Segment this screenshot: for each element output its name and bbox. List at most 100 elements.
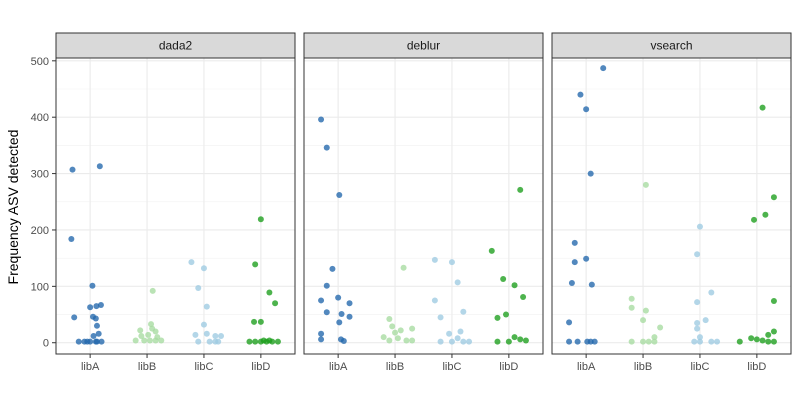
- data-point: [460, 338, 467, 345]
- data-point: [587, 170, 594, 177]
- data-point: [642, 307, 649, 314]
- data-point: [145, 331, 152, 338]
- y-tick-label: 300: [31, 169, 49, 181]
- data-point: [87, 304, 94, 311]
- data-point: [696, 334, 703, 341]
- data-point: [218, 332, 225, 339]
- data-point: [409, 325, 416, 332]
- data-point: [691, 338, 698, 345]
- data-point: [628, 295, 635, 302]
- data-point: [588, 281, 595, 288]
- data-point: [188, 259, 195, 266]
- y-tick-label: 200: [31, 225, 49, 237]
- data-point: [152, 328, 159, 335]
- y-tick-label: 0: [43, 338, 49, 350]
- y-tick-label: 400: [31, 112, 49, 124]
- data-point: [266, 289, 273, 296]
- data-point: [628, 304, 635, 311]
- data-point: [149, 287, 156, 294]
- data-point: [68, 235, 75, 242]
- data-point: [759, 104, 766, 111]
- data-point: [517, 186, 524, 193]
- data-point: [708, 289, 715, 296]
- data-point: [708, 338, 715, 345]
- data-point: [96, 163, 103, 170]
- data-point: [132, 337, 139, 344]
- data-point: [69, 166, 76, 173]
- data-point: [386, 337, 393, 344]
- x-tick-label: libB: [386, 361, 404, 373]
- data-point: [770, 338, 777, 345]
- data-point: [148, 321, 155, 328]
- data-point: [75, 338, 82, 345]
- data-point: [403, 337, 410, 344]
- data-point: [503, 311, 510, 318]
- data-point: [591, 338, 598, 345]
- data-point: [568, 279, 575, 286]
- x-tick-label: libC: [690, 361, 709, 373]
- data-point: [457, 328, 464, 335]
- x-tick-label: libD: [499, 361, 518, 373]
- data-point: [765, 331, 772, 338]
- panel-background: [552, 58, 791, 354]
- data-point: [203, 330, 210, 337]
- panel-border: [551, 57, 792, 355]
- panel-background: [304, 58, 543, 354]
- data-point: [651, 334, 658, 341]
- data-point: [460, 308, 467, 315]
- data-point: [252, 261, 259, 268]
- data-point: [318, 116, 325, 123]
- data-point: [336, 319, 343, 326]
- data-point: [257, 216, 264, 223]
- data-point: [454, 335, 461, 342]
- facet-strip-label: vsearch: [650, 39, 692, 53]
- data-point: [323, 144, 330, 151]
- data-point: [454, 279, 461, 286]
- data-point: [394, 335, 401, 342]
- data-point: [397, 327, 404, 334]
- data-point: [93, 322, 100, 329]
- data-point: [696, 338, 703, 345]
- data-point: [446, 330, 453, 337]
- data-point: [448, 259, 455, 266]
- data-point: [574, 338, 581, 345]
- data-point: [266, 337, 273, 344]
- data-point: [93, 338, 100, 345]
- data-point: [762, 211, 769, 218]
- data-point: [97, 301, 104, 308]
- data-point: [90, 332, 97, 339]
- data-point: [583, 255, 590, 262]
- data-point: [566, 338, 573, 345]
- data-point: [694, 319, 701, 326]
- data-point: [195, 285, 202, 292]
- data-point: [146, 337, 153, 344]
- data-point: [203, 303, 210, 310]
- data-point: [158, 337, 165, 344]
- data-point: [323, 309, 330, 316]
- data-point: [386, 316, 393, 323]
- facet-strip: [55, 32, 296, 59]
- data-point: [770, 194, 777, 201]
- data-point: [318, 336, 325, 343]
- data-point: [92, 315, 99, 322]
- data-point: [696, 223, 703, 230]
- data-point: [645, 338, 652, 345]
- data-point: [257, 318, 264, 325]
- facet-strip: [303, 32, 544, 59]
- data-point: [260, 337, 267, 344]
- data-point: [694, 325, 701, 332]
- data-point: [215, 338, 222, 345]
- data-point: [751, 216, 758, 223]
- data-point: [195, 338, 202, 345]
- data-point: [571, 259, 578, 266]
- data-point: [511, 334, 518, 341]
- data-point: [765, 338, 772, 345]
- data-point: [600, 65, 607, 72]
- data-point: [98, 338, 105, 345]
- data-point: [770, 298, 777, 305]
- data-point: [770, 328, 777, 335]
- x-tick-label: libC: [194, 361, 213, 373]
- data-point: [466, 338, 473, 345]
- y-tick-label: 100: [31, 281, 49, 293]
